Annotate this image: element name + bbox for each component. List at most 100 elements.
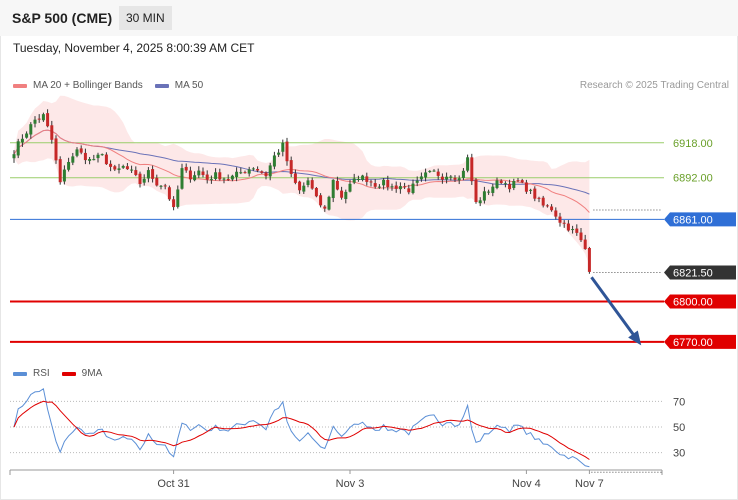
rsi-ma-line (13, 400, 590, 460)
candle-body (533, 188, 537, 199)
candle-body (100, 154, 104, 156)
candle-body (130, 169, 134, 171)
candle-body (12, 154, 16, 159)
legend-rsi-ma: 9MA (61, 368, 103, 379)
candle-body (558, 216, 562, 223)
price-legend: MA 20 + Bollinger Bands MA 50 (13, 80, 215, 91)
candle-body (289, 160, 293, 174)
candle-body (314, 187, 318, 197)
candle-body (310, 180, 314, 189)
chart-header: S&P 500 (CME) 30 MIN (0, 0, 738, 36)
legend-ma20: MA 20 + Bollinger Bands (13, 80, 143, 91)
candle-body (272, 155, 276, 167)
candle-body (327, 196, 331, 210)
candle-body (340, 190, 344, 198)
research-credit: Research © 2025 Trading Central (579, 80, 729, 91)
candle-body (587, 247, 591, 272)
candle-body (163, 185, 167, 187)
candle-body (306, 180, 310, 185)
candle-body (277, 152, 281, 155)
candle-body (529, 189, 533, 191)
timestamp: Tuesday, November 4, 2025 8:00:39 AM CET (13, 41, 255, 55)
candle-body (453, 177, 457, 180)
legend-ma50-label: MA 50 (174, 80, 204, 91)
ma50-line (13, 129, 590, 195)
rsi-legend: RSI 9MA (13, 368, 114, 379)
candle-body (415, 180, 419, 183)
candle-body (193, 175, 197, 181)
x-tick-label-2: Nov 4 (512, 478, 541, 490)
legend-rsi: RSI (13, 368, 50, 379)
bollinger-band (14, 95, 590, 266)
level-label-2: 6861.00 (673, 214, 713, 226)
candle-body (222, 178, 226, 180)
candle-body (319, 195, 323, 206)
level-label-1: 6892.00 (673, 173, 713, 185)
candle-body (445, 176, 449, 180)
rsi-tick-50: 50 (673, 422, 685, 434)
legend-rsi-ma-label: 9MA (81, 368, 103, 379)
candle-body (155, 177, 159, 186)
candle-body (201, 171, 205, 175)
candle-body (83, 152, 87, 161)
candle-body (478, 200, 482, 204)
candle-body (251, 168, 255, 170)
projection-arrow (590, 276, 639, 342)
symbol-title: S&P 500 (CME) (12, 10, 113, 26)
candle-body (176, 189, 180, 207)
legend-ma20-label: MA 20 + Bollinger Bands (33, 80, 143, 91)
candle-body (562, 222, 566, 224)
ma20-swatch (13, 83, 27, 88)
candle-body (67, 161, 71, 170)
legend-rsi-label: RSI (33, 368, 50, 379)
candle-body (482, 191, 486, 201)
projection-arrow-head (628, 330, 642, 346)
candle-body (516, 180, 520, 182)
candle-body (264, 172, 268, 177)
level-label-3: 6821.50 (673, 268, 713, 280)
candle-body (214, 172, 218, 179)
candle-body (46, 113, 50, 127)
candle-body (520, 180, 524, 183)
candle-body (146, 170, 150, 179)
candle-body (537, 197, 541, 199)
candle-body (457, 178, 461, 181)
rsi-tick-30: 30 (673, 448, 685, 460)
candle-body (184, 166, 188, 171)
candle-body (424, 172, 428, 178)
level-tag-3 (664, 265, 736, 280)
level-tag-4 (664, 294, 736, 309)
candle-body (260, 171, 264, 173)
candle-body (167, 187, 171, 200)
candle-body (50, 125, 54, 140)
level-label-0: 6918.00 (673, 138, 713, 150)
candle-body (113, 166, 117, 170)
candle-body (96, 154, 100, 159)
candle-body (436, 171, 440, 176)
candle-body (256, 168, 260, 171)
candle-body (419, 176, 423, 180)
candle-body (390, 186, 394, 188)
candle-body (25, 133, 29, 138)
interval-badge[interactable]: 30 MIN (119, 6, 172, 30)
candle-body (394, 185, 398, 189)
candle-body (121, 166, 125, 168)
candle-body (235, 171, 239, 178)
candle-body (407, 188, 411, 193)
candle-body (268, 165, 272, 177)
candle-body (361, 175, 365, 180)
candle-body (109, 163, 113, 167)
candle-body (298, 181, 302, 191)
level-tag-2 (664, 212, 736, 227)
candle-body (554, 210, 558, 217)
candle-body (403, 186, 407, 188)
legend-ma50: MA 50 (154, 80, 204, 91)
candle-body (579, 232, 583, 241)
rsi-ma-swatch (61, 371, 76, 376)
candle-body (230, 175, 234, 180)
candle-body (428, 170, 432, 172)
candle-body (386, 179, 390, 188)
candle-body (411, 183, 415, 194)
candle-body (474, 179, 478, 203)
